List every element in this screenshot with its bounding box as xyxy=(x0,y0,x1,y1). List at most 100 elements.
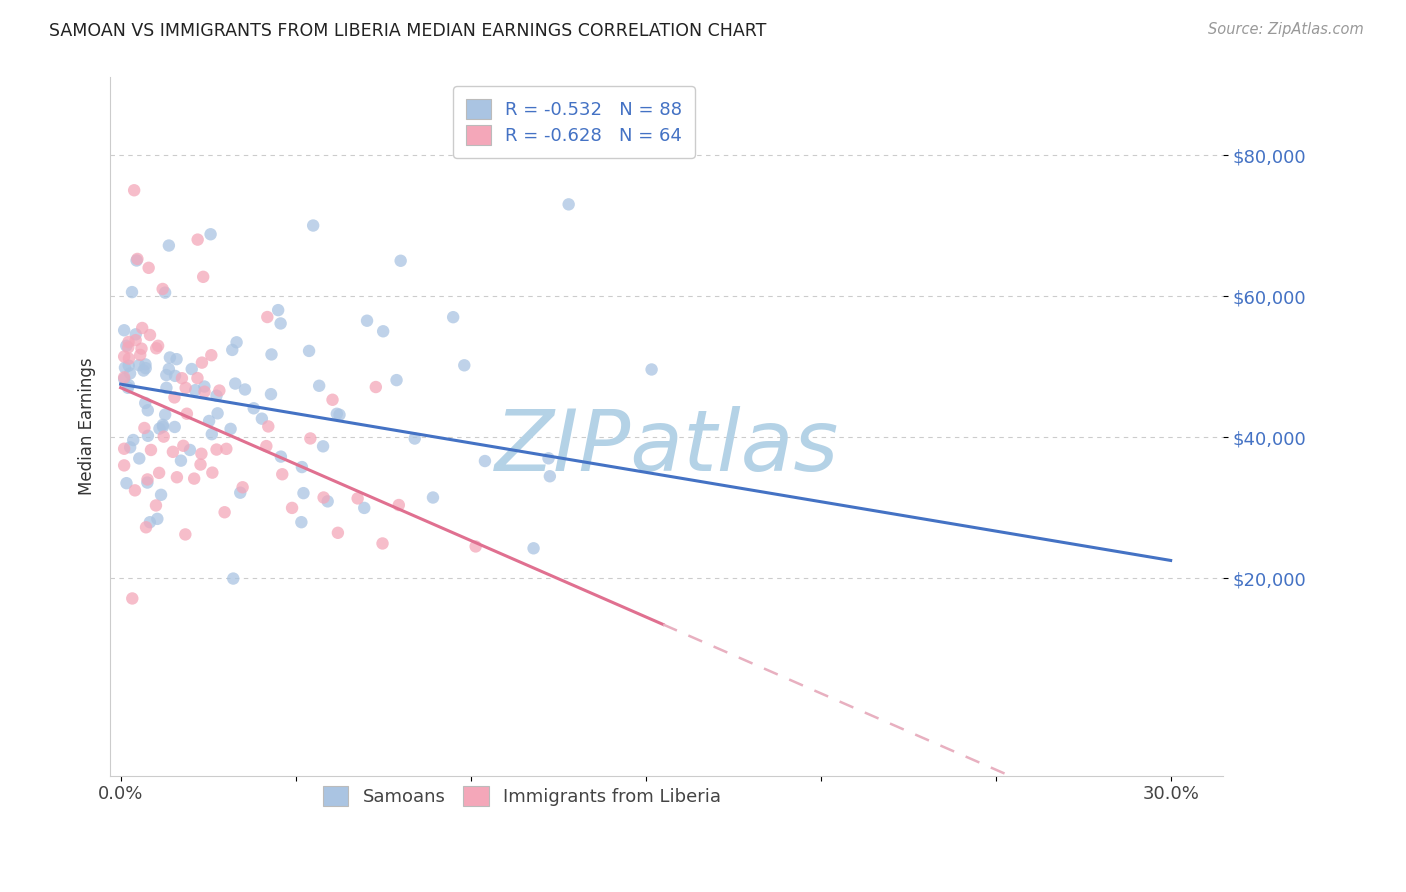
Point xyxy=(316,494,339,508)
Point xyxy=(183,472,205,486)
Point xyxy=(146,512,169,526)
Point xyxy=(128,451,150,466)
Point xyxy=(302,219,325,233)
Point xyxy=(221,343,243,357)
Point xyxy=(155,368,177,382)
Point xyxy=(242,401,264,416)
Point xyxy=(145,341,167,355)
Point xyxy=(364,380,387,394)
Point xyxy=(112,442,135,456)
Point xyxy=(385,373,408,387)
Point xyxy=(135,361,157,376)
Point xyxy=(232,480,254,494)
Point xyxy=(134,421,156,435)
Point xyxy=(125,253,148,268)
Point xyxy=(118,351,141,366)
Point xyxy=(371,536,394,550)
Point xyxy=(326,407,349,421)
Point xyxy=(174,527,197,541)
Point xyxy=(121,285,143,299)
Point xyxy=(200,348,222,362)
Point xyxy=(270,450,292,464)
Point xyxy=(121,591,143,606)
Point xyxy=(260,347,283,361)
Point xyxy=(260,387,283,401)
Point xyxy=(150,488,173,502)
Point xyxy=(353,500,375,515)
Y-axis label: Median Earnings: Median Earnings xyxy=(79,358,96,495)
Point xyxy=(112,323,135,337)
Point xyxy=(136,429,159,443)
Point xyxy=(184,383,207,397)
Point xyxy=(152,429,174,443)
Point xyxy=(117,334,139,349)
Point xyxy=(187,233,209,247)
Point xyxy=(136,403,159,417)
Point xyxy=(326,525,349,540)
Point xyxy=(225,335,247,350)
Point xyxy=(299,432,322,446)
Point xyxy=(162,445,184,459)
Point xyxy=(170,371,193,385)
Point xyxy=(159,351,181,365)
Point xyxy=(214,505,236,519)
Point xyxy=(270,317,292,331)
Point xyxy=(186,371,208,385)
Point xyxy=(388,498,411,512)
Point xyxy=(112,370,135,384)
Point xyxy=(201,466,224,480)
Point xyxy=(321,392,343,407)
Point xyxy=(117,381,139,395)
Point xyxy=(291,460,314,475)
Point xyxy=(208,384,231,398)
Point xyxy=(222,572,245,586)
Point xyxy=(404,432,426,446)
Point xyxy=(148,466,170,480)
Point xyxy=(163,368,186,383)
Point xyxy=(174,381,197,395)
Point xyxy=(193,384,215,399)
Point xyxy=(172,439,194,453)
Point xyxy=(115,476,138,491)
Point xyxy=(356,314,378,328)
Point xyxy=(118,378,141,392)
Point xyxy=(290,515,312,529)
Point xyxy=(205,389,228,403)
Point xyxy=(112,372,135,386)
Point xyxy=(312,491,335,505)
Point xyxy=(152,417,174,432)
Point xyxy=(114,360,136,375)
Point xyxy=(257,419,280,434)
Point xyxy=(148,422,170,436)
Text: SAMOAN VS IMMIGRANTS FROM LIBERIA MEDIAN EARNINGS CORRELATION CHART: SAMOAN VS IMMIGRANTS FROM LIBERIA MEDIAN… xyxy=(49,22,766,40)
Point xyxy=(441,310,464,325)
Point xyxy=(254,439,277,453)
Point xyxy=(117,341,139,355)
Point xyxy=(201,427,224,442)
Point xyxy=(124,483,146,498)
Point xyxy=(191,356,214,370)
Point xyxy=(118,359,141,373)
Point xyxy=(122,183,145,197)
Point xyxy=(198,414,221,428)
Point xyxy=(139,515,162,529)
Point xyxy=(134,358,156,372)
Point xyxy=(193,269,215,284)
Point xyxy=(136,475,159,490)
Point xyxy=(256,310,278,324)
Point xyxy=(129,348,152,362)
Point xyxy=(120,441,142,455)
Point xyxy=(453,359,475,373)
Point xyxy=(422,491,444,505)
Point xyxy=(207,406,229,420)
Point xyxy=(205,442,228,457)
Point xyxy=(152,282,174,296)
Point xyxy=(464,540,486,554)
Point xyxy=(153,408,176,422)
Point xyxy=(122,433,145,447)
Point xyxy=(138,260,160,275)
Point xyxy=(229,485,252,500)
Point xyxy=(267,303,290,318)
Point xyxy=(538,469,561,483)
Point xyxy=(271,467,294,482)
